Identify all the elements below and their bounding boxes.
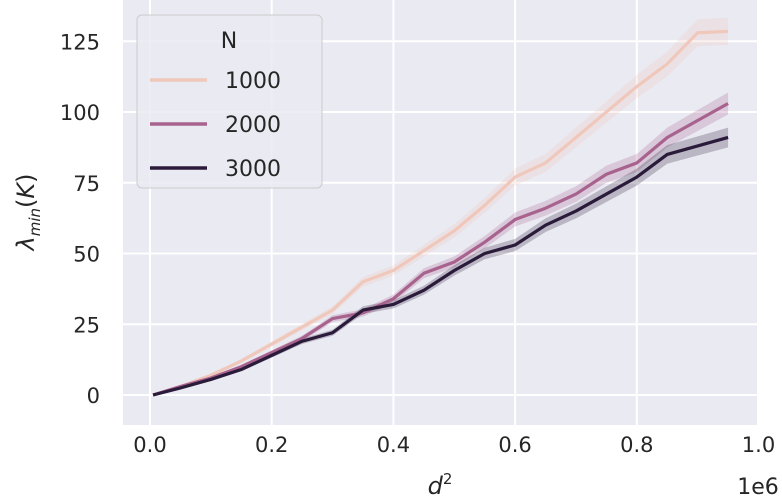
y-axis-label: λmin(K) <box>12 174 44 253</box>
confidence-band-1000 <box>153 17 729 396</box>
y-tick-label: 50 <box>73 243 100 267</box>
x-tick-label: 0.4 <box>377 433 410 457</box>
series-line-3000 <box>152 135 729 397</box>
x-offset-label: 1e6 <box>737 475 779 500</box>
series-line-1000 <box>152 29 729 397</box>
x-tick-label: 0.8 <box>620 433 653 457</box>
y-tick-label: 125 <box>60 30 100 54</box>
x-tick-label: 0.6 <box>498 433 531 457</box>
legend-label-3000: 3000 <box>225 157 281 182</box>
y-tick-label: 100 <box>60 101 100 125</box>
x-tick-label: 0.2 <box>255 433 288 457</box>
legend-label-2000: 2000 <box>225 113 281 138</box>
x-tick-label: 0.0 <box>133 433 166 457</box>
y-tick-label: 25 <box>73 313 100 337</box>
y-tick-label: 0 <box>87 384 100 408</box>
legend: N 1000 2000 3000 <box>136 14 323 189</box>
x-axis-label: d2 <box>428 470 453 500</box>
legend-label-1000: 1000 <box>225 69 281 94</box>
legend-title: N <box>221 29 237 54</box>
y-tick-label: 75 <box>73 172 100 196</box>
x-tick-label: 1.0 <box>742 433 775 457</box>
series-line-2000 <box>152 102 729 397</box>
legend-box <box>136 14 323 189</box>
